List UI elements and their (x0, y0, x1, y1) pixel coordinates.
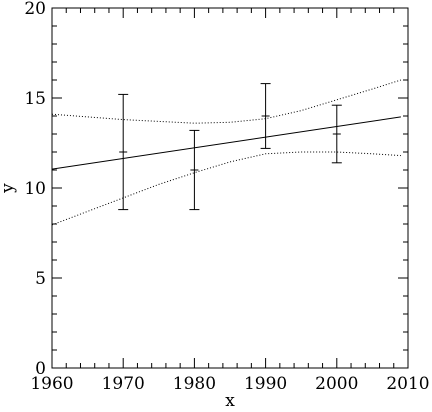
data-point (260, 83, 271, 149)
curves-layer (51, 79, 402, 226)
y-tick-label: 20 (24, 0, 46, 19)
y-tick-label: 10 (24, 179, 46, 199)
plot-frame (51, 7, 409, 369)
data-point (118, 93, 129, 211)
y-tick-label: 5 (35, 269, 46, 289)
y-tick-label: 0 (35, 359, 46, 379)
confidence-lower-curve (51, 151, 401, 226)
fit-line (51, 116, 401, 170)
x-tick-label: 1980 (173, 374, 216, 394)
x-tick-label: 2000 (315, 374, 358, 394)
x-tick-label: 1960 (30, 374, 73, 394)
error-bars-layer (118, 83, 342, 211)
x-axis-title: x (225, 391, 235, 411)
x-tick-label: 1990 (244, 374, 287, 394)
data-point (331, 104, 342, 164)
axes-layer (51, 7, 409, 369)
x-tick-label: 1970 (102, 374, 145, 394)
x-tick-label: 2010 (386, 374, 429, 394)
y-axis-title: y (0, 183, 18, 194)
confidence-upper-curve (51, 79, 402, 124)
data-point (189, 129, 200, 211)
y-tick-label: 15 (24, 89, 46, 109)
tick-labels-layer: 1960 1970 1980 1990 2000 2010 0 5 10 15 20 (24, 0, 429, 394)
